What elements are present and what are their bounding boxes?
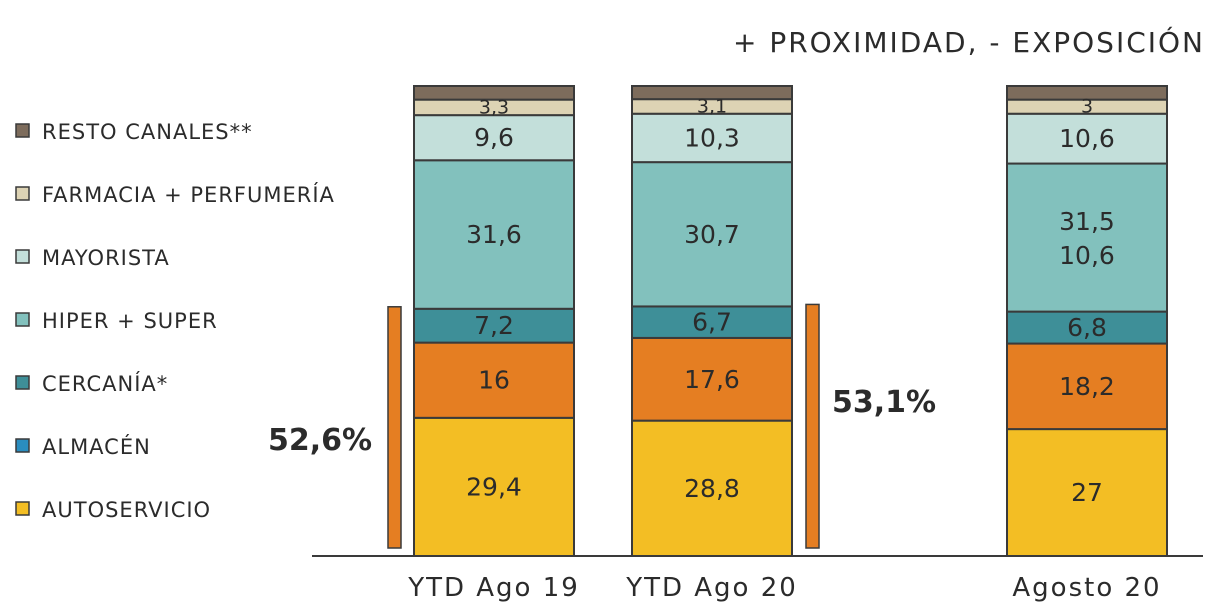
- bar-segment-autoservicio-1: [413, 416, 575, 557]
- bracket-total-label-2: 53,1%: [832, 385, 936, 420]
- bracket-total-label-1: 52,6%: [268, 423, 372, 458]
- data-label-cercania-2: 6,7: [692, 308, 732, 337]
- legend-label-autoservicio: AUTOSERVICIO: [42, 498, 211, 522]
- legend-label-resto-canales: RESTO CANALES**: [42, 120, 253, 144]
- data-label-hiper-super-2: 30,7: [684, 220, 740, 249]
- legend-label-cercania: CERCANÍA*: [42, 371, 168, 396]
- legend-label-hiper-super: HIPER + SUPER: [42, 309, 218, 333]
- data-label-extra-1: 10,6: [1059, 241, 1115, 270]
- data-label-farmacia-perfumeria-1: 3,3: [479, 96, 509, 118]
- bar-segment-cercania-2: [631, 305, 793, 339]
- x-tick-labels: YTD Ago 19 YTD Ago 20 Agosto 20: [407, 573, 1161, 603]
- bar-segment-autoservicio-2: [631, 419, 793, 558]
- data-label-autoservicio-2: 28,8: [684, 474, 740, 503]
- bar-segment-hiper-super-3: [1006, 162, 1168, 313]
- legend-label-almacen: ALMACÉN: [42, 434, 151, 459]
- bracket-bar-2: [805, 303, 820, 549]
- legend-swatch-mayorista: [15, 249, 30, 264]
- bracket-bar-1: [387, 306, 402, 549]
- data-label-almacen-2: 17,6: [684, 365, 740, 394]
- bar-segment-resto-canales-2: [631, 85, 793, 101]
- data-label-farmacia-perfumeria-2: 3,1: [697, 95, 727, 117]
- bar-segment-autoservicio-3: [1006, 428, 1168, 558]
- brackets: 52,6% 53,1%: [268, 303, 936, 549]
- chart-subtitle: + PROXIMIDAD, - EXPOSICIÓN: [733, 25, 1205, 59]
- bar-segment-cercania-3: [1006, 310, 1168, 345]
- data-label-almacen-1: 16: [478, 366, 510, 395]
- legend-swatch-autoservicio: [15, 501, 30, 516]
- x-tick-label-3: Agosto 20: [1012, 573, 1161, 603]
- bar-segment-almacen-3: [1006, 342, 1168, 431]
- data-label-cercania-1: 7,2: [474, 311, 514, 340]
- bar-segment-hiper-super-2: [631, 161, 793, 308]
- bar-segment-resto-canales-1: [413, 85, 575, 101]
- data-label-almacen-3: 18,2: [1059, 372, 1115, 401]
- legend-swatch-farmacia-perfumeria: [15, 186, 30, 201]
- data-label-hiper-super-3: 31,5: [1059, 207, 1115, 236]
- x-tick-label-2: YTD Ago 20: [625, 573, 798, 603]
- data-label-mayorista-2: 10,3: [684, 123, 740, 152]
- legend-swatch-almacen: [15, 438, 30, 453]
- bar-segment-mayorista-1: [413, 114, 575, 162]
- legend-swatch-cercania: [15, 375, 30, 390]
- x-tick-label-1: YTD Ago 19: [407, 573, 580, 603]
- legend-swatch-hiper-super: [15, 312, 30, 327]
- legend: RESTO CANALES** FARMACIA + PERFUMERÍA MAYO…: [15, 120, 335, 522]
- data-label-mayorista-3: 10,6: [1059, 124, 1115, 153]
- bar-segment-mayorista-3: [1006, 112, 1168, 165]
- bar-segment-mayorista-2: [631, 112, 793, 164]
- data-label-hiper-super-1: 31,6: [466, 220, 522, 249]
- data-label-cercania-3: 6,8: [1067, 313, 1107, 342]
- bar-segment-almacen-1: [413, 341, 575, 419]
- bars: 29,4 16 7,2 31,6 9,6 3,3 28,8 17,6 6,7 30,7 10,3 3,…: [413, 85, 1168, 558]
- bar-segment-hiper-super-1: [413, 159, 575, 310]
- legend-label-farmacia-perfumeria: FARMACIA + PERFUMERÍA: [42, 182, 335, 207]
- bar-segment-resto-canales-3: [1006, 85, 1168, 101]
- data-label-mayorista-1: 9,6: [474, 123, 514, 152]
- data-label-autoservicio-1: 29,4: [466, 472, 522, 501]
- bar-segment-almacen-2: [631, 336, 793, 422]
- data-label-farmacia-perfumeria-3: 3: [1081, 96, 1093, 118]
- legend-swatch-resto-canales: [15, 123, 30, 138]
- legend-label-mayorista: MAYORISTA: [42, 246, 170, 270]
- data-label-autoservicio-3: 27: [1071, 478, 1103, 507]
